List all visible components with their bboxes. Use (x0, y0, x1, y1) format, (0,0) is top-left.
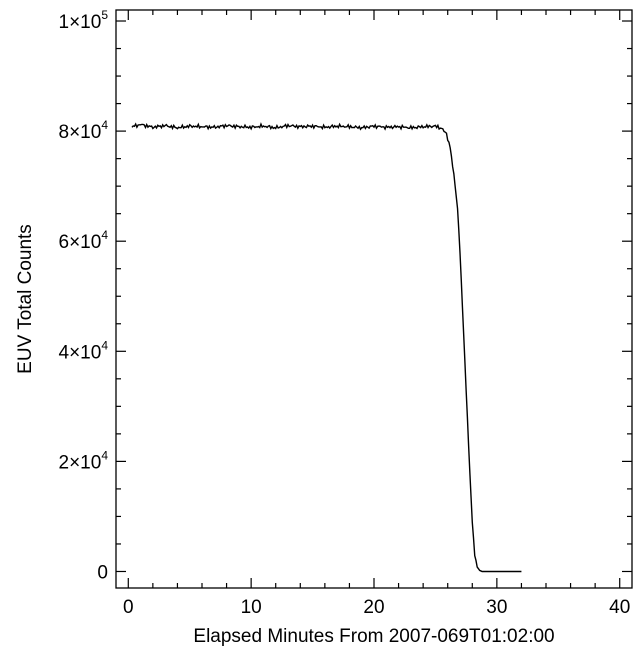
x-tick-label: 0 (123, 597, 134, 618)
y-tick-exponent: 4 (101, 448, 108, 462)
y-tick-exponent: 4 (101, 118, 108, 132)
y-tick-mantissa: 4×10 (59, 342, 102, 363)
x-tick-label: 20 (363, 597, 384, 618)
y-tick-mantissa: 1×10 (59, 12, 102, 33)
y-tick-label: 8×104 (59, 118, 109, 143)
y-tick-exponent: 4 (101, 228, 108, 242)
plot-frame (115, 9, 633, 589)
y-tick-mantissa: 8×10 (59, 122, 102, 143)
x-tick-label: 10 (241, 597, 262, 618)
series-layer (131, 122, 522, 573)
x-tick-label: 30 (486, 597, 507, 618)
y-tick-mantissa: 2×10 (59, 452, 102, 473)
y-tick-exponent: 5 (101, 8, 108, 22)
x-axis-ticks: 0 10 20 30 40 (123, 10, 630, 618)
x-tick-label: 40 (609, 597, 630, 618)
y-tick-label: 4×104 (59, 338, 109, 363)
y-tick-mantissa: 0 (97, 562, 108, 583)
y-tick-exponent: 4 (101, 338, 108, 352)
y-tick-label: 0 (97, 562, 108, 583)
y-tick-label: 2×104 (59, 448, 109, 473)
y-tick-label: 1×105 (59, 8, 109, 33)
y-tick-mantissa: 6×10 (59, 232, 102, 253)
y-tick-label: 6×104 (59, 228, 109, 253)
y-axis-title: EUV Total Counts (15, 224, 36, 374)
x-axis-title: Elapsed Minutes From 2007-069T01:02:00 (193, 626, 554, 647)
series-line (131, 122, 522, 573)
